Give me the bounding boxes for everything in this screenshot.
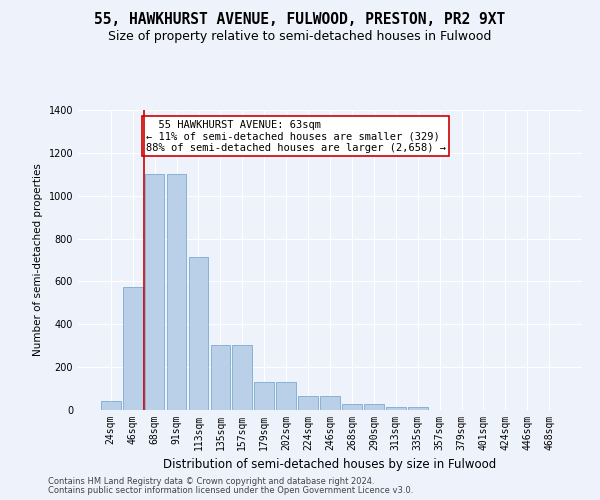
Text: 55 HAWKHURST AVENUE: 63sqm
← 11% of semi-detached houses are smaller (329)
88% o: 55 HAWKHURST AVENUE: 63sqm ← 11% of semi…: [146, 120, 446, 153]
Bar: [342, 404, 362, 410]
Bar: [276, 382, 296, 410]
Text: Size of property relative to semi-detached houses in Fulwood: Size of property relative to semi-detach…: [109, 30, 491, 43]
Bar: [320, 396, 340, 410]
Bar: [145, 174, 164, 410]
Text: Contains HM Land Registry data © Crown copyright and database right 2024.: Contains HM Land Registry data © Crown c…: [48, 477, 374, 486]
Text: 55, HAWKHURST AVENUE, FULWOOD, PRESTON, PR2 9XT: 55, HAWKHURST AVENUE, FULWOOD, PRESTON, …: [94, 12, 506, 28]
X-axis label: Distribution of semi-detached houses by size in Fulwood: Distribution of semi-detached houses by …: [163, 458, 497, 471]
Bar: [364, 404, 384, 410]
Bar: [232, 344, 252, 410]
Y-axis label: Number of semi-detached properties: Number of semi-detached properties: [33, 164, 43, 356]
Bar: [101, 402, 121, 410]
Bar: [298, 396, 318, 410]
Text: Contains public sector information licensed under the Open Government Licence v3: Contains public sector information licen…: [48, 486, 413, 495]
Bar: [167, 174, 187, 410]
Bar: [188, 257, 208, 410]
Bar: [211, 344, 230, 410]
Bar: [123, 287, 143, 410]
Bar: [408, 407, 428, 410]
Bar: [386, 407, 406, 410]
Bar: [254, 382, 274, 410]
